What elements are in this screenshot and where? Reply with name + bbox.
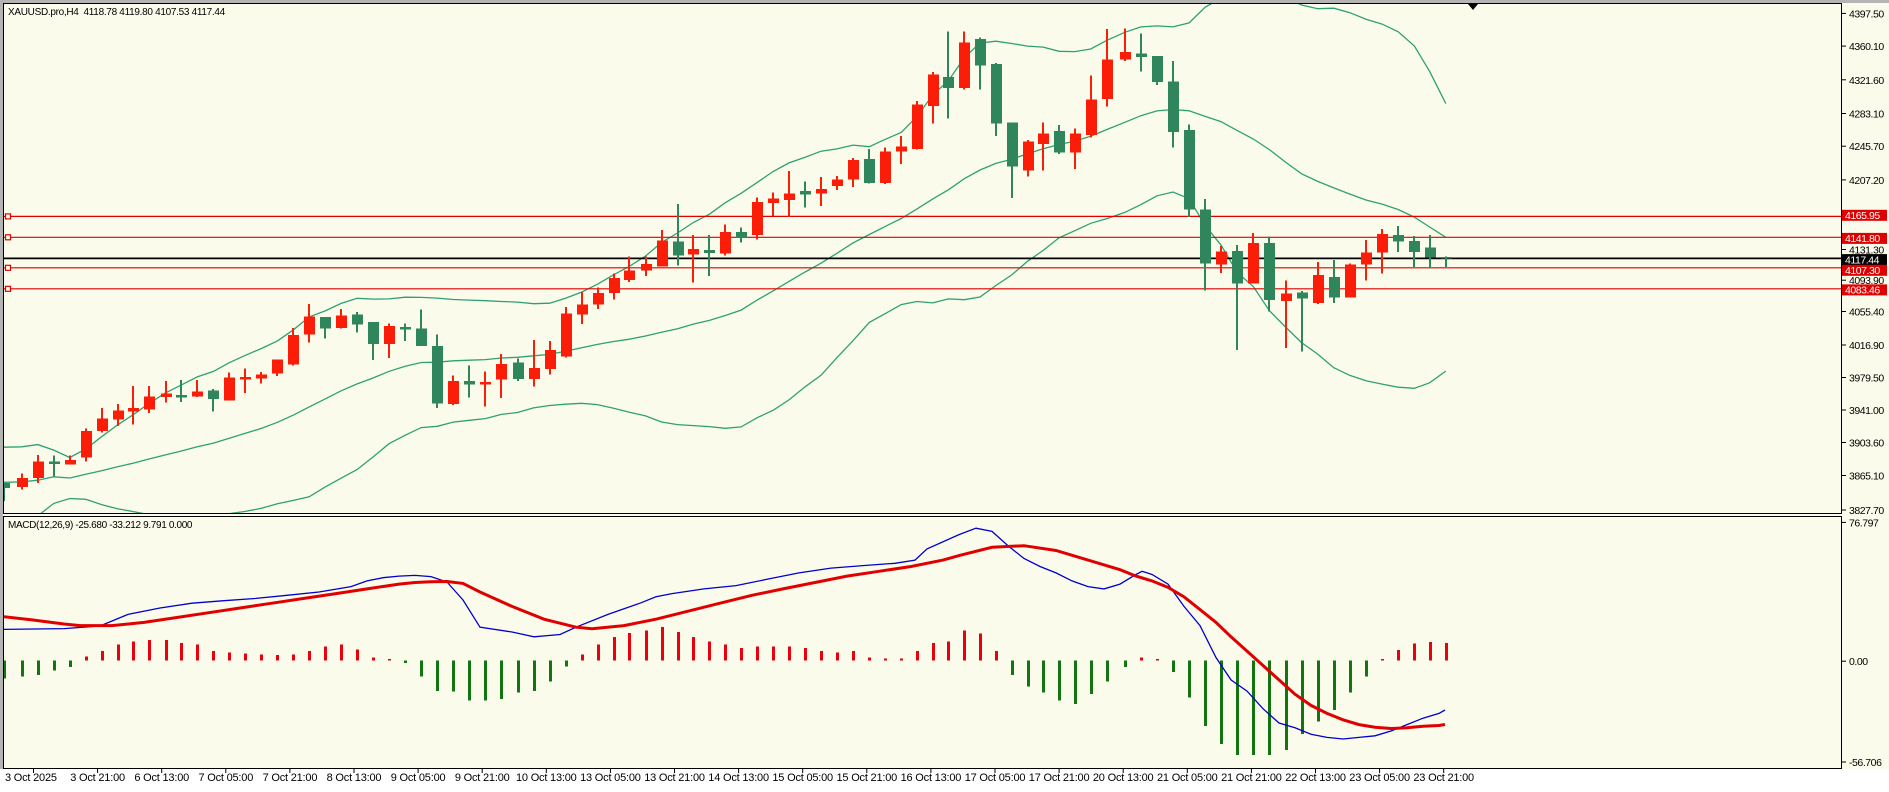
- svg-text:7 Oct 05:00: 7 Oct 05:00: [198, 772, 253, 784]
- svg-text:4165.95: 4165.95: [1845, 210, 1880, 222]
- svg-text:4360.10: 4360.10: [1849, 41, 1884, 53]
- svg-text:4141.80: 4141.80: [1845, 233, 1880, 245]
- svg-text:4107.30: 4107.30: [1845, 265, 1880, 277]
- svg-text:17 Oct 05:00: 17 Oct 05:00: [965, 772, 1026, 784]
- svg-text:9 Oct 05:00: 9 Oct 05:00: [391, 772, 446, 784]
- svg-text:8 Oct 13:00: 8 Oct 13:00: [327, 772, 382, 784]
- svg-text:10 Oct 13:00: 10 Oct 13:00: [516, 772, 577, 784]
- svg-text:20 Oct 13:00: 20 Oct 13:00: [1093, 772, 1154, 784]
- svg-text:MACD(12,26,9) -25.680 -33.212: MACD(12,26,9) -25.680 -33.212 9.791 0.00…: [8, 520, 193, 531]
- svg-text:4321.60: 4321.60: [1849, 75, 1884, 87]
- svg-text:22 Oct 13:00: 22 Oct 13:00: [1285, 772, 1346, 784]
- svg-text:3941.00: 3941.00: [1849, 405, 1884, 417]
- svg-text:4283.10: 4283.10: [1849, 109, 1884, 121]
- svg-text:3903.60: 3903.60: [1849, 438, 1884, 450]
- svg-text:9 Oct 21:00: 9 Oct 21:00: [455, 772, 510, 784]
- svg-text:4207.20: 4207.20: [1849, 175, 1884, 187]
- svg-text:XAUUSD.pro,H4 4118.78 4119.80: XAUUSD.pro,H4 4118.78 4119.80 4107.53 41…: [8, 7, 226, 18]
- svg-text:14 Oct 13:00: 14 Oct 13:00: [708, 772, 769, 784]
- svg-text:15 Oct 21:00: 15 Oct 21:00: [837, 772, 898, 784]
- svg-text:13 Oct 21:00: 13 Oct 21:00: [644, 772, 705, 784]
- svg-text:4016.90: 4016.90: [1849, 340, 1884, 352]
- svg-text:3979.50: 3979.50: [1849, 373, 1884, 385]
- svg-text:76.797: 76.797: [1849, 517, 1879, 529]
- svg-text:3 Oct 2025: 3 Oct 2025: [5, 772, 57, 784]
- svg-text:23 Oct 21:00: 23 Oct 21:00: [1413, 772, 1474, 784]
- svg-text:-56.706: -56.706: [1849, 757, 1882, 769]
- svg-text:4397.50: 4397.50: [1849, 8, 1884, 20]
- svg-text:3 Oct 21:00: 3 Oct 21:00: [70, 772, 125, 784]
- svg-text:4093.90: 4093.90: [1849, 275, 1884, 287]
- svg-text:3827.70: 3827.70: [1849, 505, 1884, 517]
- svg-text:4117.44: 4117.44: [1845, 254, 1880, 266]
- svg-text:3865.10: 3865.10: [1849, 471, 1884, 483]
- svg-text:4245.70: 4245.70: [1849, 141, 1884, 153]
- svg-text:13 Oct 05:00: 13 Oct 05:00: [580, 772, 641, 784]
- svg-text:17 Oct 21:00: 17 Oct 21:00: [1029, 772, 1090, 784]
- svg-text:21 Oct 05:00: 21 Oct 05:00: [1157, 772, 1218, 784]
- svg-text:4131.30: 4131.30: [1849, 245, 1884, 257]
- svg-text:16 Oct 13:00: 16 Oct 13:00: [901, 772, 962, 784]
- svg-text:23 Oct 05:00: 23 Oct 05:00: [1349, 772, 1410, 784]
- svg-text:4083.46: 4083.46: [1845, 285, 1880, 297]
- svg-text:21 Oct 21:00: 21 Oct 21:00: [1221, 772, 1282, 784]
- svg-text:4055.40: 4055.40: [1849, 307, 1884, 319]
- svg-text:15 Oct 05:00: 15 Oct 05:00: [772, 772, 833, 784]
- svg-text:6 Oct 13:00: 6 Oct 13:00: [134, 772, 189, 784]
- svg-text:7 Oct 21:00: 7 Oct 21:00: [263, 772, 318, 784]
- svg-text:0.00: 0.00: [1849, 656, 1868, 668]
